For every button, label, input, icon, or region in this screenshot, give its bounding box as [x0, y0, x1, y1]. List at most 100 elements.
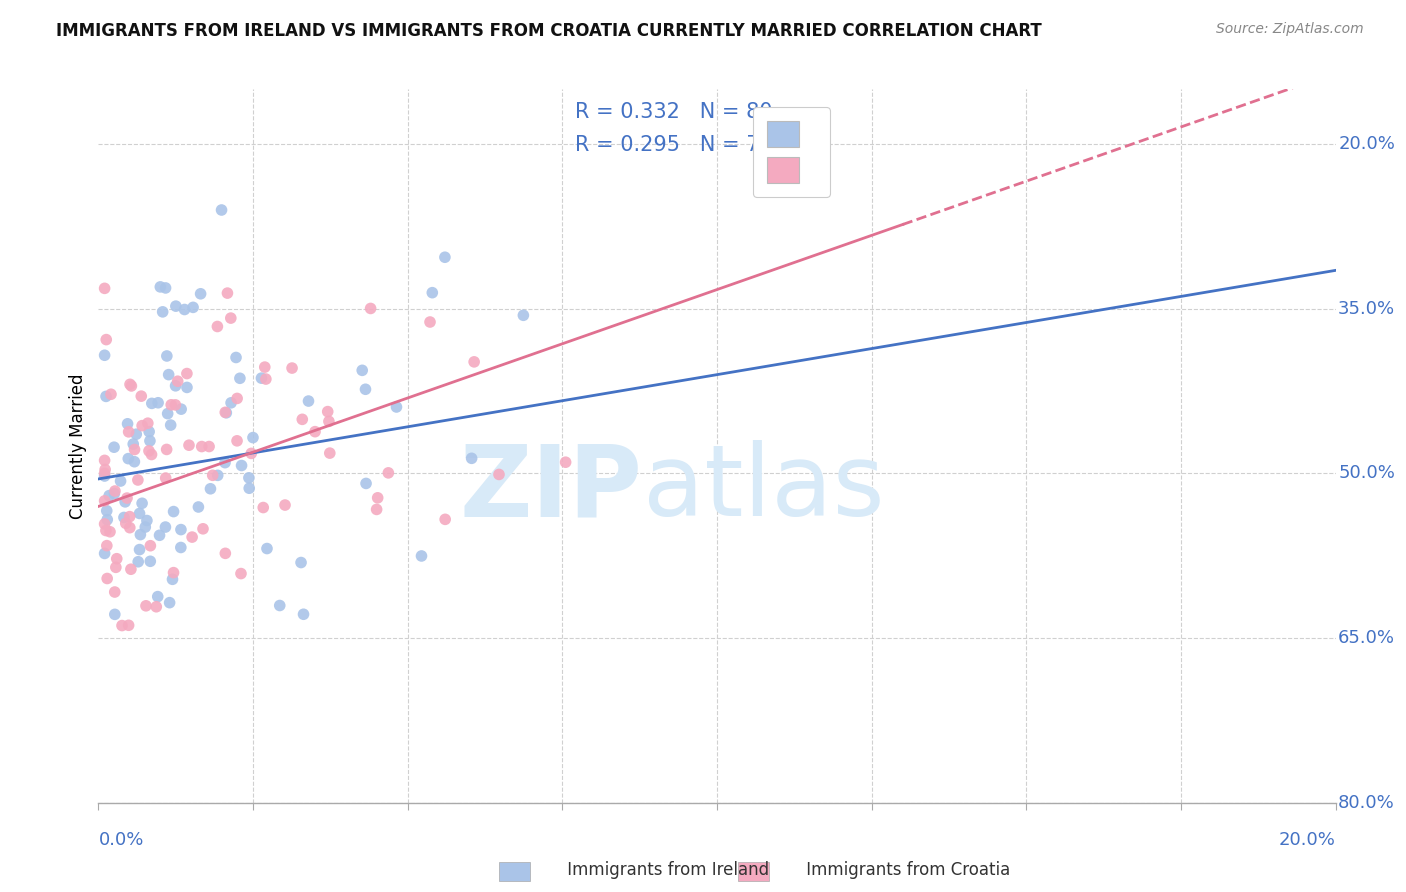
- Point: [129, 527, 152, 541]
- Point: [190, 440, 212, 454]
- Point: [366, 502, 388, 516]
- Point: [291, 412, 314, 426]
- Text: Immigrants from Ireland: Immigrants from Ireland: [541, 861, 769, 879]
- Point: [114, 516, 136, 531]
- Point: [93, 546, 115, 560]
- Point: [162, 505, 184, 519]
- Point: [165, 398, 187, 412]
- Point: [211, 202, 233, 217]
- Point: [433, 250, 456, 264]
- Point: [219, 311, 242, 326]
- Point: [166, 374, 188, 388]
- Text: Immigrants from Croatia: Immigrants from Croatia: [780, 861, 1011, 879]
- Point: [104, 560, 127, 574]
- Point: [354, 476, 377, 491]
- Point: [117, 618, 139, 632]
- Point: [118, 377, 141, 392]
- Point: [141, 448, 163, 462]
- Point: [118, 521, 141, 535]
- Point: [231, 458, 253, 473]
- Point: [419, 315, 441, 329]
- Point: [304, 425, 326, 439]
- Point: [214, 456, 236, 470]
- Point: [377, 466, 399, 480]
- Point: [207, 468, 229, 483]
- Point: [124, 455, 146, 469]
- Point: [103, 440, 125, 454]
- Point: [111, 618, 134, 632]
- Point: [139, 434, 162, 448]
- Legend: , : ,: [752, 107, 830, 197]
- Point: [162, 566, 184, 580]
- Point: [94, 524, 117, 538]
- Point: [176, 367, 198, 381]
- Point: [138, 444, 160, 458]
- Point: [173, 302, 195, 317]
- Point: [274, 498, 297, 512]
- Point: [139, 554, 162, 568]
- Point: [316, 404, 339, 418]
- Point: [252, 500, 274, 515]
- Point: [156, 407, 179, 421]
- Point: [554, 455, 576, 469]
- Point: [96, 572, 118, 586]
- Point: [129, 389, 152, 403]
- Text: 50.0%: 50.0%: [1339, 465, 1395, 483]
- Point: [318, 414, 340, 428]
- Point: [157, 368, 180, 382]
- Point: [200, 482, 222, 496]
- Point: [254, 372, 277, 386]
- Point: [149, 280, 172, 294]
- Point: [146, 396, 169, 410]
- Point: [214, 546, 236, 560]
- Point: [98, 489, 121, 503]
- Point: [148, 528, 170, 542]
- Point: [250, 371, 273, 385]
- Point: [94, 389, 117, 403]
- Point: [170, 541, 193, 555]
- Point: [411, 549, 433, 563]
- Point: [463, 355, 485, 369]
- Point: [190, 286, 212, 301]
- Point: [115, 491, 138, 505]
- Point: [93, 493, 115, 508]
- Point: [131, 496, 153, 510]
- Point: [160, 398, 183, 412]
- Point: [146, 590, 169, 604]
- Text: atlas: atlas: [643, 441, 884, 537]
- Point: [181, 301, 204, 315]
- Point: [219, 396, 242, 410]
- Point: [124, 442, 146, 457]
- Point: [110, 474, 132, 488]
- Text: 20.0%: 20.0%: [1279, 831, 1336, 849]
- Point: [155, 471, 177, 485]
- Point: [128, 507, 150, 521]
- Point: [131, 418, 153, 433]
- Point: [145, 599, 167, 614]
- Point: [229, 371, 252, 385]
- Point: [96, 504, 118, 518]
- Text: R = 0.332   N = 80: R = 0.332 N = 80: [575, 102, 772, 122]
- Point: [170, 523, 193, 537]
- Point: [117, 425, 139, 439]
- Point: [138, 425, 160, 439]
- Point: [159, 596, 181, 610]
- Point: [105, 551, 128, 566]
- Point: [240, 446, 263, 460]
- Text: 35.0%: 35.0%: [1339, 300, 1395, 318]
- Point: [94, 462, 117, 476]
- Point: [135, 514, 157, 528]
- Point: [238, 471, 260, 485]
- Point: [112, 510, 135, 524]
- Point: [460, 451, 482, 466]
- Point: [385, 400, 408, 414]
- Point: [152, 305, 174, 319]
- Point: [187, 500, 209, 514]
- Point: [269, 599, 291, 613]
- Point: [156, 442, 179, 457]
- Point: [191, 522, 214, 536]
- Point: [165, 299, 187, 313]
- Point: [100, 387, 122, 401]
- Point: [98, 524, 121, 539]
- Point: [93, 469, 115, 483]
